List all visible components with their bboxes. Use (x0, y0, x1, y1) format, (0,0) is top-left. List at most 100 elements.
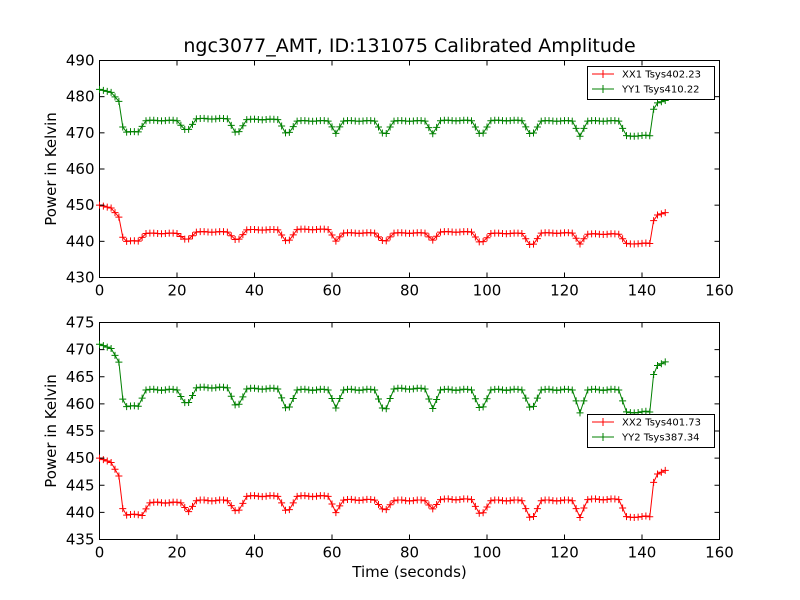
bottom-series-point (576, 409, 584, 417)
bottom-series-point (235, 400, 243, 408)
bottom-series-point (111, 351, 119, 359)
top-series-point (661, 209, 669, 217)
bottom-series-point (456, 496, 464, 503)
bottom-series-point (495, 385, 503, 393)
bottom-series-point (220, 496, 227, 504)
bottom-series-point (386, 394, 394, 402)
bottom-series-point (375, 501, 382, 509)
bottom-series-point (347, 385, 355, 393)
top-series-point (433, 232, 441, 240)
top-series-point (468, 228, 475, 236)
bottom-series-point (390, 385, 398, 393)
top-series-point (177, 121, 185, 129)
bottom-series-point (545, 496, 553, 504)
bottom-series-point (293, 386, 301, 394)
top-series-point (119, 123, 127, 131)
bottom-axis-ticks: 0 20 40 60 80 100 120 140 160 435 440 445 450 455 460 4… (66, 314, 734, 562)
bottom-series-point (657, 468, 665, 476)
bottom-series-point (134, 511, 142, 519)
bottom-series-point (142, 505, 150, 513)
top-series-point (433, 123, 441, 131)
bottom-y-tick-label: 460 (66, 395, 95, 413)
top-series-point (421, 117, 429, 125)
top-x-tick-label: 80 (400, 282, 419, 300)
top-series-point (642, 239, 650, 247)
bottom-series-point (537, 497, 545, 505)
bottom-series-point (654, 362, 661, 370)
bottom-series-point (483, 395, 491, 403)
top-series-point (615, 230, 623, 238)
top-series-point (572, 124, 580, 132)
bottom-series-point (231, 507, 239, 515)
bottom-series-point (545, 385, 553, 393)
top-x-tick-label: 140 (628, 282, 657, 300)
bottom-x-tick-label: 100 (473, 544, 502, 562)
top-series-point (173, 117, 181, 125)
bottom-series-point (324, 492, 332, 500)
bottom-series-point (282, 506, 289, 514)
bottom-series-point (475, 403, 483, 411)
bottom-series-point (96, 340, 103, 348)
bottom-series-point (293, 492, 301, 500)
bottom-series-point (603, 496, 611, 503)
bottom-series-point (386, 501, 394, 509)
top-series-point (429, 236, 437, 244)
top-subplot: 0 20 40 60 80 100 120 140 160 430 440 450 460 470 480 4… (42, 52, 734, 300)
bottom-series-point (227, 392, 235, 400)
top-y-tick-label: 470 (66, 124, 95, 142)
bottom-series-point (514, 385, 522, 393)
bottom-series-point (390, 497, 398, 505)
top-x-tick-label: 40 (245, 282, 264, 300)
bottom-series-point (134, 402, 142, 410)
top-series-point (223, 228, 231, 236)
bottom-series-point (235, 506, 243, 514)
bottom-series-point (278, 394, 286, 402)
top-series-point (619, 235, 627, 243)
bottom-series-point (278, 499, 286, 507)
legend-yy2-label: YY2 Tsys387.34 (621, 433, 700, 444)
bottom-series-point (320, 385, 328, 393)
bottom-series-point (471, 395, 479, 403)
bottom-series-point (611, 385, 619, 393)
bottom-series-point (243, 385, 251, 393)
top-series-point (336, 233, 344, 241)
bottom-series-point (285, 506, 293, 514)
top-y-tick-label: 450 (66, 196, 95, 214)
bottom-series-point (654, 470, 661, 478)
bottom-series-point (615, 496, 623, 504)
top-series-point (289, 123, 297, 131)
bottom-series-point (468, 386, 475, 394)
bottom-series-point (270, 492, 278, 500)
bottom-series-point (475, 509, 483, 517)
bottom-y-tick-label: 435 (66, 531, 95, 549)
bottom-series-point (580, 397, 588, 405)
top-series-point (479, 129, 487, 137)
top-x-tick-label: 0 (95, 282, 105, 300)
top-series-point (177, 232, 185, 240)
bottom-series-point (371, 496, 379, 504)
bottom-series-point (506, 386, 514, 394)
top-series-point (239, 122, 247, 130)
legend-xx2-label: XX2 Tsys401.73 (622, 418, 701, 429)
bottom-series-point (568, 497, 576, 505)
top-series-point (134, 128, 142, 136)
bottom-series-point (313, 492, 320, 500)
top-series-point (471, 233, 479, 241)
bottom-series-point (367, 385, 375, 393)
bottom-series-point (479, 403, 487, 411)
bottom-series-point (119, 505, 127, 513)
top-series-point (328, 231, 336, 239)
top-series-point (533, 123, 541, 131)
top-series-point (654, 99, 661, 107)
bottom-series-point (212, 384, 220, 392)
bottom-series-point (99, 342, 107, 350)
bottom-series-point (227, 502, 235, 510)
top-series-point (479, 238, 487, 246)
bottom-series-point (642, 512, 650, 520)
bottom-series-point (223, 497, 231, 505)
top-series-point (134, 237, 142, 245)
bottom-series-point (425, 501, 433, 509)
top-series-point (103, 203, 111, 211)
bottom-series-point (487, 497, 495, 505)
bottom-series-point (185, 399, 193, 407)
